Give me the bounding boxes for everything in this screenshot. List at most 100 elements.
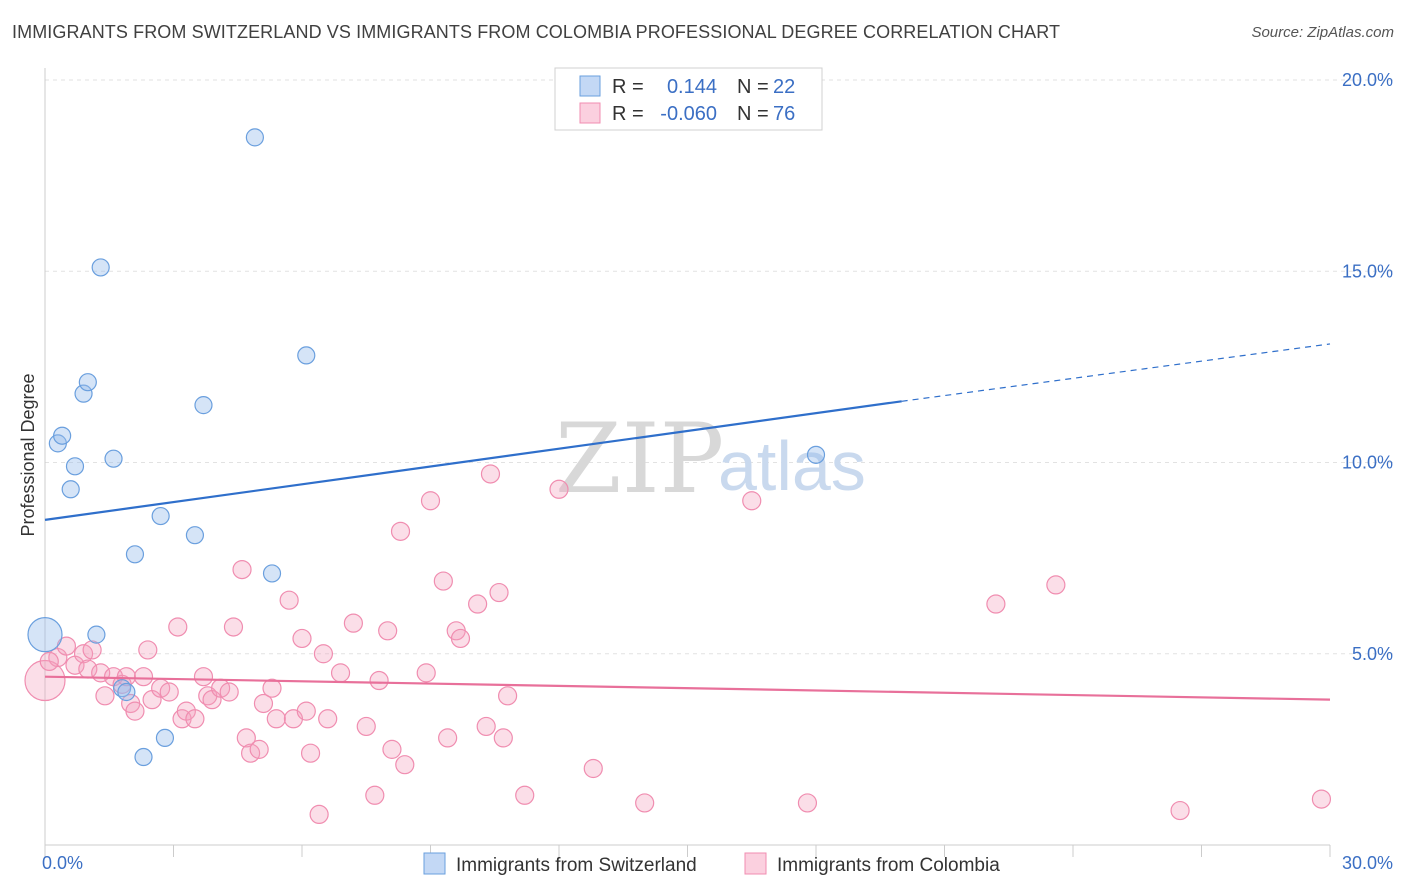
series-legend-swatch-switzerland	[423, 852, 446, 875]
legend-r-value-2: -0.060	[660, 103, 717, 125]
colombia-point	[438, 728, 458, 748]
switzerland-point	[151, 506, 170, 526]
y-axis-title: Professional Degree	[18, 373, 38, 536]
switzerland-point	[155, 728, 175, 748]
legend-r-value-1: 0.144	[667, 76, 717, 98]
colombia-point	[356, 716, 376, 737]
colombia-point	[742, 491, 762, 511]
switzerland-point	[245, 128, 264, 147]
colombia-point	[468, 594, 488, 614]
colombia-point	[249, 739, 269, 759]
colombia-point	[95, 686, 115, 706]
colombia-point	[313, 644, 334, 664]
colombia-point	[369, 670, 389, 691]
colombia-point	[330, 663, 351, 683]
colombia-point	[296, 701, 316, 721]
colombia-point	[498, 686, 518, 706]
stats-legend: R = 0.144 N = 22 R = -0.060 N = 76	[554, 67, 823, 131]
colombia-point	[318, 709, 338, 729]
colombia-point	[279, 590, 299, 610]
trend-lines	[44, 343, 1331, 701]
switzerland-trend-extension	[901, 343, 1331, 402]
colombia-point	[262, 678, 282, 698]
switzerland-point	[134, 747, 153, 767]
y-tick-label: 10.0%	[1342, 453, 1393, 473]
legend-n-label-2: N =	[737, 103, 769, 125]
watermark: ZIP atlas	[555, 403, 866, 515]
colombia-point	[420, 491, 441, 511]
colombia-point	[1170, 800, 1190, 821]
switzerland-point	[117, 682, 136, 702]
colombia-point	[159, 682, 179, 702]
switzerland-point	[91, 258, 110, 277]
switzerland-point	[806, 445, 826, 464]
colombia-point	[1046, 575, 1066, 595]
y-tick-label: 20.0%	[1342, 70, 1393, 90]
colombia-point	[82, 640, 102, 660]
switzerland-point	[104, 449, 123, 468]
axes	[44, 68, 1331, 857]
switzerland-point	[27, 617, 63, 653]
colombia-point	[253, 693, 274, 714]
colombia-point	[416, 663, 436, 683]
colombia-point	[223, 617, 244, 637]
switzerland-point	[65, 457, 85, 476]
switzerland-trend-line	[44, 400, 902, 521]
y-tick-label: 15.0%	[1342, 261, 1393, 281]
switzerland-point	[125, 545, 145, 564]
legend-n-label-1: N =	[737, 76, 769, 98]
switzerland-point	[262, 564, 282, 583]
colombia-point	[382, 739, 402, 759]
switzerland-point	[297, 346, 316, 365]
legend-swatch-colombia	[579, 102, 601, 124]
legend-swatch-switzerland	[579, 75, 601, 97]
legend-r-label-2: R =	[612, 103, 644, 125]
colombia-point	[300, 743, 321, 763]
colombia-point	[125, 701, 145, 721]
colombia-point	[476, 716, 496, 737]
colombia-point	[515, 785, 535, 805]
colombia-point	[986, 594, 1006, 614]
colombia-point	[480, 464, 501, 484]
switzerland-point	[61, 480, 80, 499]
legend-n-value-1: 22	[773, 76, 795, 98]
colombia-point	[138, 640, 158, 660]
colombia-point	[433, 571, 453, 591]
colombia-point	[493, 728, 513, 748]
switzerland-point	[87, 625, 106, 644]
source-label: Source: ZipAtlas.com	[1251, 24, 1394, 41]
chart-title: IMMIGRANTS FROM SWITZERLAND VS IMMIGRANT…	[12, 22, 1061, 42]
colombia-point	[232, 559, 252, 580]
colombia-point	[390, 521, 411, 541]
switzerland-point	[78, 373, 97, 392]
legend-n-value-2: 76	[773, 103, 795, 125]
switzerland-point	[185, 526, 205, 545]
y-tick-label: 5.0%	[1352, 644, 1393, 664]
colombia-point	[193, 667, 214, 687]
colombia-point	[266, 709, 286, 729]
series-legend-label-switzerland: Immigrants from Switzerland	[456, 855, 697, 876]
series-legend-swatch-colombia	[744, 852, 767, 875]
colombia-point	[185, 709, 205, 729]
switzerland-point	[194, 396, 213, 415]
colombia-point	[309, 804, 329, 825]
colombia-points	[24, 464, 1332, 825]
tick-labels: 5.0% 10.0% 15.0% 20.0% 0.0% 30.0%	[42, 70, 1393, 873]
colombia-point	[1311, 789, 1332, 809]
switzerland-points	[27, 128, 826, 767]
colombia-point	[24, 659, 66, 702]
colombia-point	[292, 628, 312, 649]
colombia-point	[583, 758, 603, 779]
colombia-point	[635, 793, 655, 813]
watermark-atlas: atlas	[718, 427, 866, 505]
switzerland-point	[53, 426, 72, 445]
colombia-point	[797, 793, 818, 813]
colombia-point	[549, 479, 569, 499]
colombia-trend-line	[44, 675, 1331, 701]
colombia-point	[450, 628, 471, 649]
switzerland-point	[74, 384, 93, 403]
series-legend: Immigrants from Switzerland Immigrants f…	[423, 852, 1000, 876]
colombia-point	[378, 621, 398, 641]
x-tick-label-max: 30.0%	[1342, 853, 1393, 873]
